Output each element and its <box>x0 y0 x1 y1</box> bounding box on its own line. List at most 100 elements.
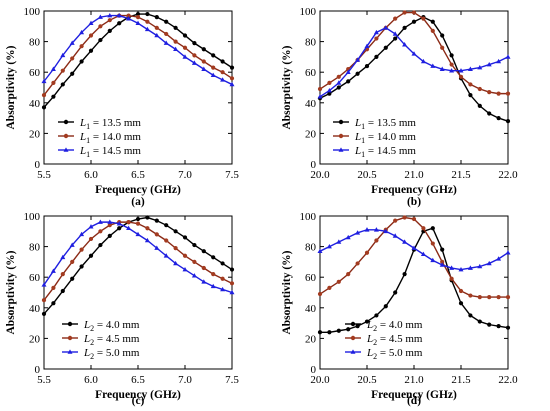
data-point <box>41 298 47 303</box>
data-point <box>505 54 511 59</box>
data-point <box>173 260 179 266</box>
legend-marker <box>67 335 73 341</box>
y-tick-label: 80 <box>305 37 317 49</box>
data-point <box>88 20 94 26</box>
data-point <box>41 311 47 317</box>
data-point <box>458 74 464 79</box>
data-point <box>173 39 178 44</box>
y-tick-label: 0 <box>35 159 41 171</box>
x-tick-label: 7.5 <box>225 374 239 386</box>
data-point <box>126 16 132 21</box>
data-point <box>164 31 169 37</box>
data-point <box>392 233 398 238</box>
data-point <box>97 219 103 224</box>
data-point <box>79 247 84 252</box>
data-point <box>182 33 188 38</box>
data-point <box>220 261 225 266</box>
x-axis-label: Frequency (GHz) <box>371 184 457 196</box>
legend-label: L1 = 14.5 mm <box>79 145 141 159</box>
data-point <box>191 60 197 65</box>
data-point <box>201 249 206 254</box>
data-point <box>69 40 75 45</box>
x-tick-label: 5.5 <box>37 169 51 181</box>
legend-marker <box>350 321 356 327</box>
y-tick-label: 20 <box>305 128 317 140</box>
data-point <box>211 255 216 260</box>
data-point <box>135 216 141 222</box>
data-point <box>70 71 75 76</box>
series-line <box>319 216 508 298</box>
data-point <box>487 111 492 116</box>
data-point <box>411 10 417 15</box>
x-tick-label: 6.0 <box>84 374 98 386</box>
x-tick-label: 20.0 <box>310 169 330 181</box>
legend-marker <box>67 349 73 354</box>
data-point <box>51 301 56 306</box>
data-point <box>383 304 388 309</box>
data-point <box>402 42 408 47</box>
data-point <box>421 16 426 21</box>
data-point <box>201 265 206 271</box>
data-point <box>336 239 342 244</box>
data-point <box>145 19 150 24</box>
data-point <box>430 257 436 263</box>
data-point <box>449 68 455 73</box>
chart-panel: 0 20 40 60 80 100 20.0 20.5 21.0 21.5 22.0 Frequenc… <box>281 211 518 407</box>
data-point <box>220 59 225 64</box>
data-point <box>60 288 65 294</box>
data-point <box>164 19 169 24</box>
data-point <box>346 272 351 277</box>
data-point <box>327 91 332 96</box>
x-tick-label: 20.5 <box>357 169 377 181</box>
data-point <box>402 10 407 15</box>
x-tick-label: 7.0 <box>178 374 192 386</box>
data-point <box>117 226 122 231</box>
data-point <box>60 254 66 260</box>
data-point <box>411 245 417 250</box>
data-point <box>182 45 188 50</box>
legend-marker <box>350 335 356 341</box>
data-point <box>41 93 47 98</box>
data-point <box>458 68 464 73</box>
data-point <box>41 282 47 287</box>
y-tick-label: 0 <box>311 364 317 376</box>
data-point <box>144 26 150 32</box>
data-point <box>60 82 65 87</box>
data-point <box>163 40 169 45</box>
legend-label: L2 = 4.0 mm <box>83 319 140 333</box>
legend-label: L2 = 4.5 mm <box>366 333 423 347</box>
y-tick-label: 80 <box>305 242 317 254</box>
data-point <box>345 69 351 74</box>
y-axis-label: Absorptivity (%) <box>281 45 293 129</box>
x-axis-label: Frequency (GHz) <box>95 389 181 401</box>
data-point <box>41 78 47 84</box>
data-point <box>336 328 341 333</box>
data-point <box>467 66 473 71</box>
data-point <box>70 276 75 281</box>
data-point <box>402 215 407 220</box>
y-tick-label: 60 <box>305 67 317 79</box>
legend-marker <box>67 321 73 327</box>
data-point <box>135 20 141 26</box>
data-point <box>164 223 169 228</box>
data-point <box>88 236 94 242</box>
x-tick-label: 7.0 <box>178 169 192 181</box>
data-point <box>402 239 408 244</box>
data-point <box>383 45 388 50</box>
data-point <box>449 265 455 270</box>
data-point <box>326 244 332 249</box>
x-tick-label: 22.0 <box>498 169 518 181</box>
data-point <box>477 103 482 108</box>
data-point <box>182 266 188 272</box>
data-point <box>355 230 361 235</box>
data-point <box>135 221 141 226</box>
data-point <box>107 18 112 23</box>
data-point <box>173 246 178 251</box>
x-tick-label: 21.0 <box>404 169 424 181</box>
data-point <box>430 28 435 33</box>
data-point <box>487 322 492 327</box>
data-point <box>182 54 188 59</box>
data-point <box>211 272 216 277</box>
data-point <box>229 289 235 295</box>
